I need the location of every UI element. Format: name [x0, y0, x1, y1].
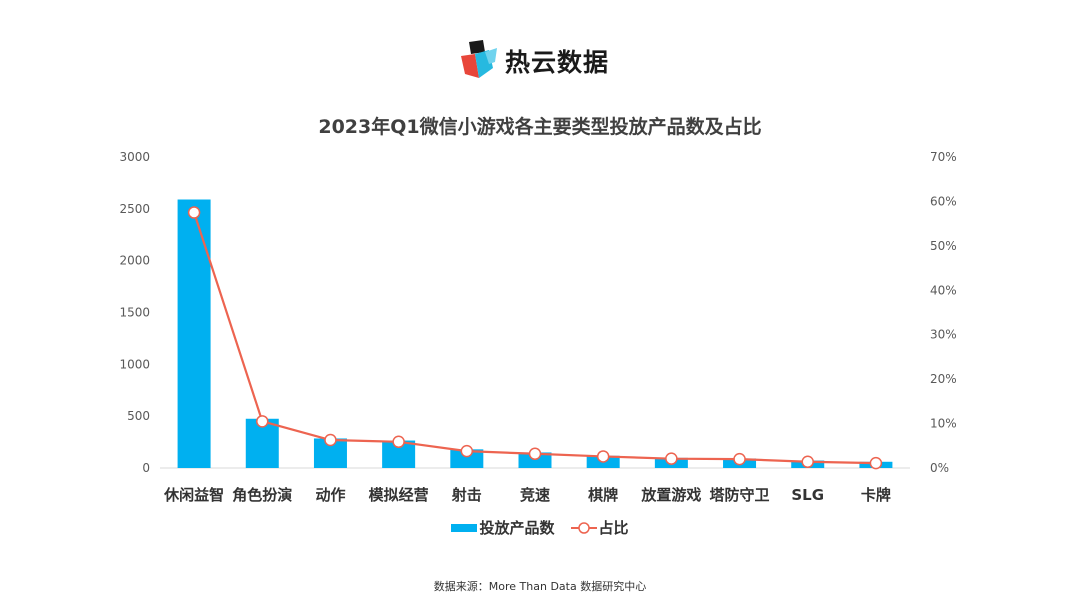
x-tick-label: 棋牌	[588, 486, 618, 504]
line-point	[528, 447, 542, 461]
line-point	[324, 433, 337, 447]
right-tick-label: 0%	[930, 461, 949, 475]
legend-item-bar: 投放产品数	[451, 517, 555, 538]
left-tick-label: 1500	[119, 306, 150, 320]
right-tick-label: 30%	[930, 328, 957, 342]
logo-text: 热云数据	[505, 48, 610, 77]
right-tick-label: 60%	[930, 194, 957, 208]
line-point	[869, 456, 883, 470]
x-tick-label: 角色扮演	[232, 486, 292, 504]
x-tick-label: 射击	[451, 486, 482, 504]
x-tick-label: SLG	[791, 486, 824, 504]
x-tick-label: 竞速	[520, 486, 550, 504]
x-tick-label: 放置游戏	[640, 486, 701, 504]
line-series	[187, 206, 883, 470]
left-tick-label: 0	[142, 461, 150, 475]
bar	[177, 199, 211, 468]
x-axis-labels: 休闲益智 角色扮演 动作 模拟经营 射击 竞速 棋牌 放置游戏 塔防守卫 SLG 卡牌	[163, 486, 891, 504]
right-y-axis: 0% 10% 20% 30% 40% 50% 60% 70%	[930, 150, 957, 475]
line-point	[733, 452, 746, 466]
legend-item-line: 占比	[570, 517, 629, 538]
right-tick-label: 50%	[930, 239, 957, 253]
x-tick-label: 休闲益智	[163, 486, 224, 504]
right-tick-label: 20%	[930, 372, 957, 386]
left-tick-label: 2500	[119, 202, 150, 216]
x-tick-label: 塔防守卫	[710, 486, 770, 504]
legend-line-swatch	[570, 521, 597, 534]
legend-line-label: 占比	[598, 519, 629, 537]
x-tick-label: 卡牌	[861, 486, 891, 504]
line-point	[460, 444, 474, 458]
right-tick-label: 10%	[930, 417, 957, 431]
line-point	[256, 415, 269, 428]
right-tick-label: 70%	[930, 150, 957, 164]
left-tick-label: 3000	[119, 150, 150, 164]
bar-series	[177, 199, 893, 468]
x-tick-label: 动作	[315, 486, 345, 504]
line-point	[596, 450, 610, 463]
legend-bar-label: 投放产品数	[479, 519, 555, 537]
line-path	[193, 212, 876, 465]
left-y-axis: 0 500 1000 1500 2000 2500 3000	[119, 150, 150, 475]
logo-mark-icon	[461, 40, 497, 78]
line-point	[392, 435, 405, 449]
legend-bar-swatch	[451, 523, 478, 532]
line-point	[665, 452, 678, 465]
chart-title: 2023年Q1微信小游戏各主要类型投放产品数及占比	[318, 116, 762, 138]
left-tick-label: 500	[127, 409, 150, 423]
bar	[450, 449, 484, 468]
left-tick-label: 2000	[119, 254, 150, 268]
source-note: 数据来源：More Than Data 数据研究中心	[433, 580, 647, 593]
bar	[518, 452, 552, 468]
brand-logo: 热云数据	[455, 37, 630, 85]
line-point	[801, 455, 814, 469]
line-point	[187, 206, 201, 219]
chart-legend: 投放产品数 占比	[0, 517, 1080, 538]
right-tick-label: 40%	[930, 283, 957, 297]
left-tick-label: 1000	[119, 357, 150, 371]
x-tick-label: 模拟经营	[369, 486, 429, 504]
